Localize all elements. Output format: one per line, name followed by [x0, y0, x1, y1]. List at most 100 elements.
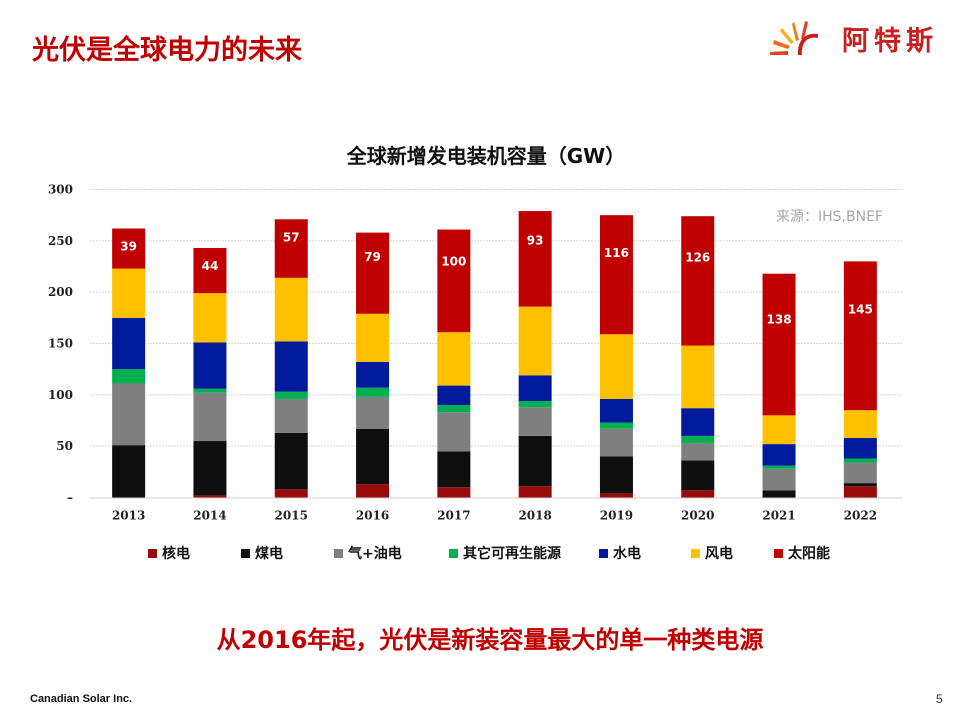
data-label: 138	[767, 312, 792, 326]
legend-swatch	[449, 548, 458, 558]
bar-segment	[356, 361, 390, 388]
bar-segment	[681, 345, 715, 409]
sunburst-logo-icon	[770, 21, 818, 55]
bar-segment	[843, 261, 877, 411]
bar-segment	[762, 415, 796, 445]
data-label: 44	[202, 259, 219, 273]
conclusion-text: 从2016年起，光伏是新装容量最大的单一种类电源	[216, 626, 764, 654]
bar-segment	[437, 487, 471, 498]
bar-segment	[762, 490, 796, 498]
bar-segment	[518, 211, 552, 307]
slide-title: 光伏是全球电力的未来	[32, 35, 302, 66]
legend-label: 核电	[162, 546, 190, 562]
bar-segment	[356, 484, 390, 498]
bar-segment	[437, 451, 471, 488]
bar-segment	[193, 388, 227, 393]
x-tick-label: 2017	[437, 509, 470, 523]
bar-segment	[356, 313, 390, 362]
legend-swatch	[691, 548, 700, 558]
bar-segment	[681, 443, 715, 461]
legend-label: 水电	[613, 546, 641, 562]
data-label: 79	[364, 250, 381, 264]
legend-swatch	[241, 548, 250, 558]
bar-segment	[274, 398, 308, 433]
bar-segment	[356, 428, 390, 485]
bar-segment	[599, 493, 633, 498]
chart-legend: 核电 煤电 气+油电 其它可再生能源 水电 风电 太阳能	[148, 543, 830, 563]
bar-segment	[681, 216, 715, 346]
bar-segment	[437, 412, 471, 452]
bar-segment	[843, 486, 877, 498]
data-label: 126	[685, 250, 710, 264]
legend-label: 气+油电	[348, 546, 402, 562]
bar-segment	[356, 387, 390, 397]
data-label: 145	[848, 302, 873, 316]
x-tick-label: 2020	[681, 509, 714, 523]
y-tick-label: 100	[48, 388, 73, 402]
bar-segment	[112, 268, 146, 318]
data-label: 93	[527, 233, 544, 247]
bar-segment	[274, 489, 308, 498]
y-tick-label: 150	[48, 337, 73, 351]
bar-segment	[518, 486, 552, 498]
bar-segment	[599, 398, 633, 423]
legend-swatch	[334, 548, 343, 558]
bar-segment	[681, 408, 715, 436]
bar-segment	[518, 435, 552, 487]
bar-segment	[843, 410, 877, 438]
legend-swatch	[599, 548, 608, 558]
stacked-bar-chart: 39 44 57 79 100 93 116 126 138 145 – 50 100 150 200 25…	[48, 183, 903, 523]
y-tick-label: 200	[48, 285, 73, 299]
bar-segment	[112, 445, 146, 498]
legend-swatch	[148, 548, 157, 558]
bar-segment	[762, 468, 796, 491]
bar-segment	[112, 317, 146, 370]
x-tick-label: 2015	[275, 509, 308, 523]
legend-item: 太阳能	[774, 543, 830, 563]
bar-segment	[437, 229, 471, 333]
bar-segment	[356, 232, 390, 314]
x-tick-label: 2019	[600, 509, 633, 523]
x-tick-label: 2013	[112, 509, 145, 523]
y-tick-label: 50	[56, 439, 73, 453]
bar-segment	[193, 495, 227, 498]
y-tick-label: 300	[48, 183, 73, 197]
bar-segment	[843, 437, 877, 459]
data-label: 100	[441, 254, 466, 268]
chart-title: 全球新增发电装机容量（GW）	[346, 144, 626, 168]
bar-segment	[112, 228, 146, 269]
legend-item: 煤电	[241, 543, 334, 563]
x-tick-label: 2022	[844, 509, 877, 523]
bar-segment	[681, 490, 715, 498]
bar-segment	[437, 405, 471, 413]
x-tick-label: 2014	[193, 509, 226, 523]
legend-label: 太阳能	[788, 546, 830, 562]
bar-segment	[356, 396, 390, 429]
legend-swatch	[774, 548, 783, 558]
data-label: 39	[120, 240, 137, 254]
y-tick-label: –	[67, 491, 73, 505]
bar-segment	[762, 465, 796, 469]
bar-segment	[843, 462, 877, 484]
legend-item: 核电	[148, 543, 241, 563]
bar-segment	[193, 248, 227, 294]
legend-item: 风电	[691, 543, 774, 563]
bar-segment	[681, 460, 715, 491]
bar-segment	[437, 385, 471, 406]
legend-item: 气+油电	[334, 543, 449, 563]
bar-segment	[518, 306, 552, 376]
bar-segment	[843, 458, 877, 463]
bar-segment	[518, 407, 552, 436]
bar-segment	[274, 277, 308, 342]
logo-text: 阿特斯	[842, 25, 938, 57]
data-label: 116	[604, 246, 629, 260]
bar-segment	[193, 293, 227, 343]
bar-segment	[274, 432, 308, 490]
company-logo: 阿特斯	[768, 16, 938, 60]
legend-item: 水电	[599, 543, 691, 563]
page-number: 5	[936, 692, 943, 706]
bar-segment	[681, 435, 715, 444]
x-tick-label: 2018	[518, 509, 551, 523]
bar-segment	[193, 342, 227, 389]
bar-segment	[599, 428, 633, 457]
